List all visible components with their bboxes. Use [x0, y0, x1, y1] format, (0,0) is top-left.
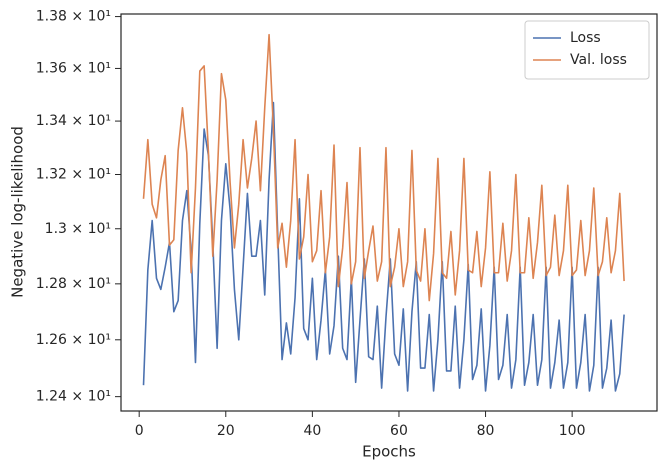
- legend-label: Val. loss: [570, 52, 627, 68]
- y-tick-label: 1.26 × 10¹: [36, 332, 111, 348]
- y-tick-label: 1.38 × 10¹: [36, 9, 111, 25]
- y-tick-label: 1.32 × 10¹: [36, 167, 111, 183]
- x-tick-label: 80: [477, 423, 495, 439]
- x-tick-label: 0: [135, 423, 144, 439]
- y-tick-label: 1.36 × 10¹: [36, 60, 111, 76]
- series-line: [142, 33, 625, 302]
- series-line: [142, 101, 625, 392]
- y-axis-label: Negative log-likelihood: [9, 126, 27, 298]
- legend-label: Loss: [570, 30, 601, 46]
- legend-box: [524, 20, 650, 80]
- x-tick-label: 60: [390, 423, 408, 439]
- y-tick-label: 1.28 × 10¹: [36, 276, 111, 292]
- y-tick-label: 1.3 × 10¹: [45, 221, 111, 237]
- x-tick-label: 100: [559, 423, 586, 439]
- y-tick-label: 1.34 × 10¹: [36, 113, 111, 129]
- x-tick-label: 20: [217, 423, 235, 439]
- x-axis-label: Epochs: [362, 443, 416, 461]
- y-tick-label: 1.24 × 10¹: [36, 389, 111, 405]
- plot-frame: [120, 13, 658, 412]
- x-tick-label: 40: [303, 423, 321, 439]
